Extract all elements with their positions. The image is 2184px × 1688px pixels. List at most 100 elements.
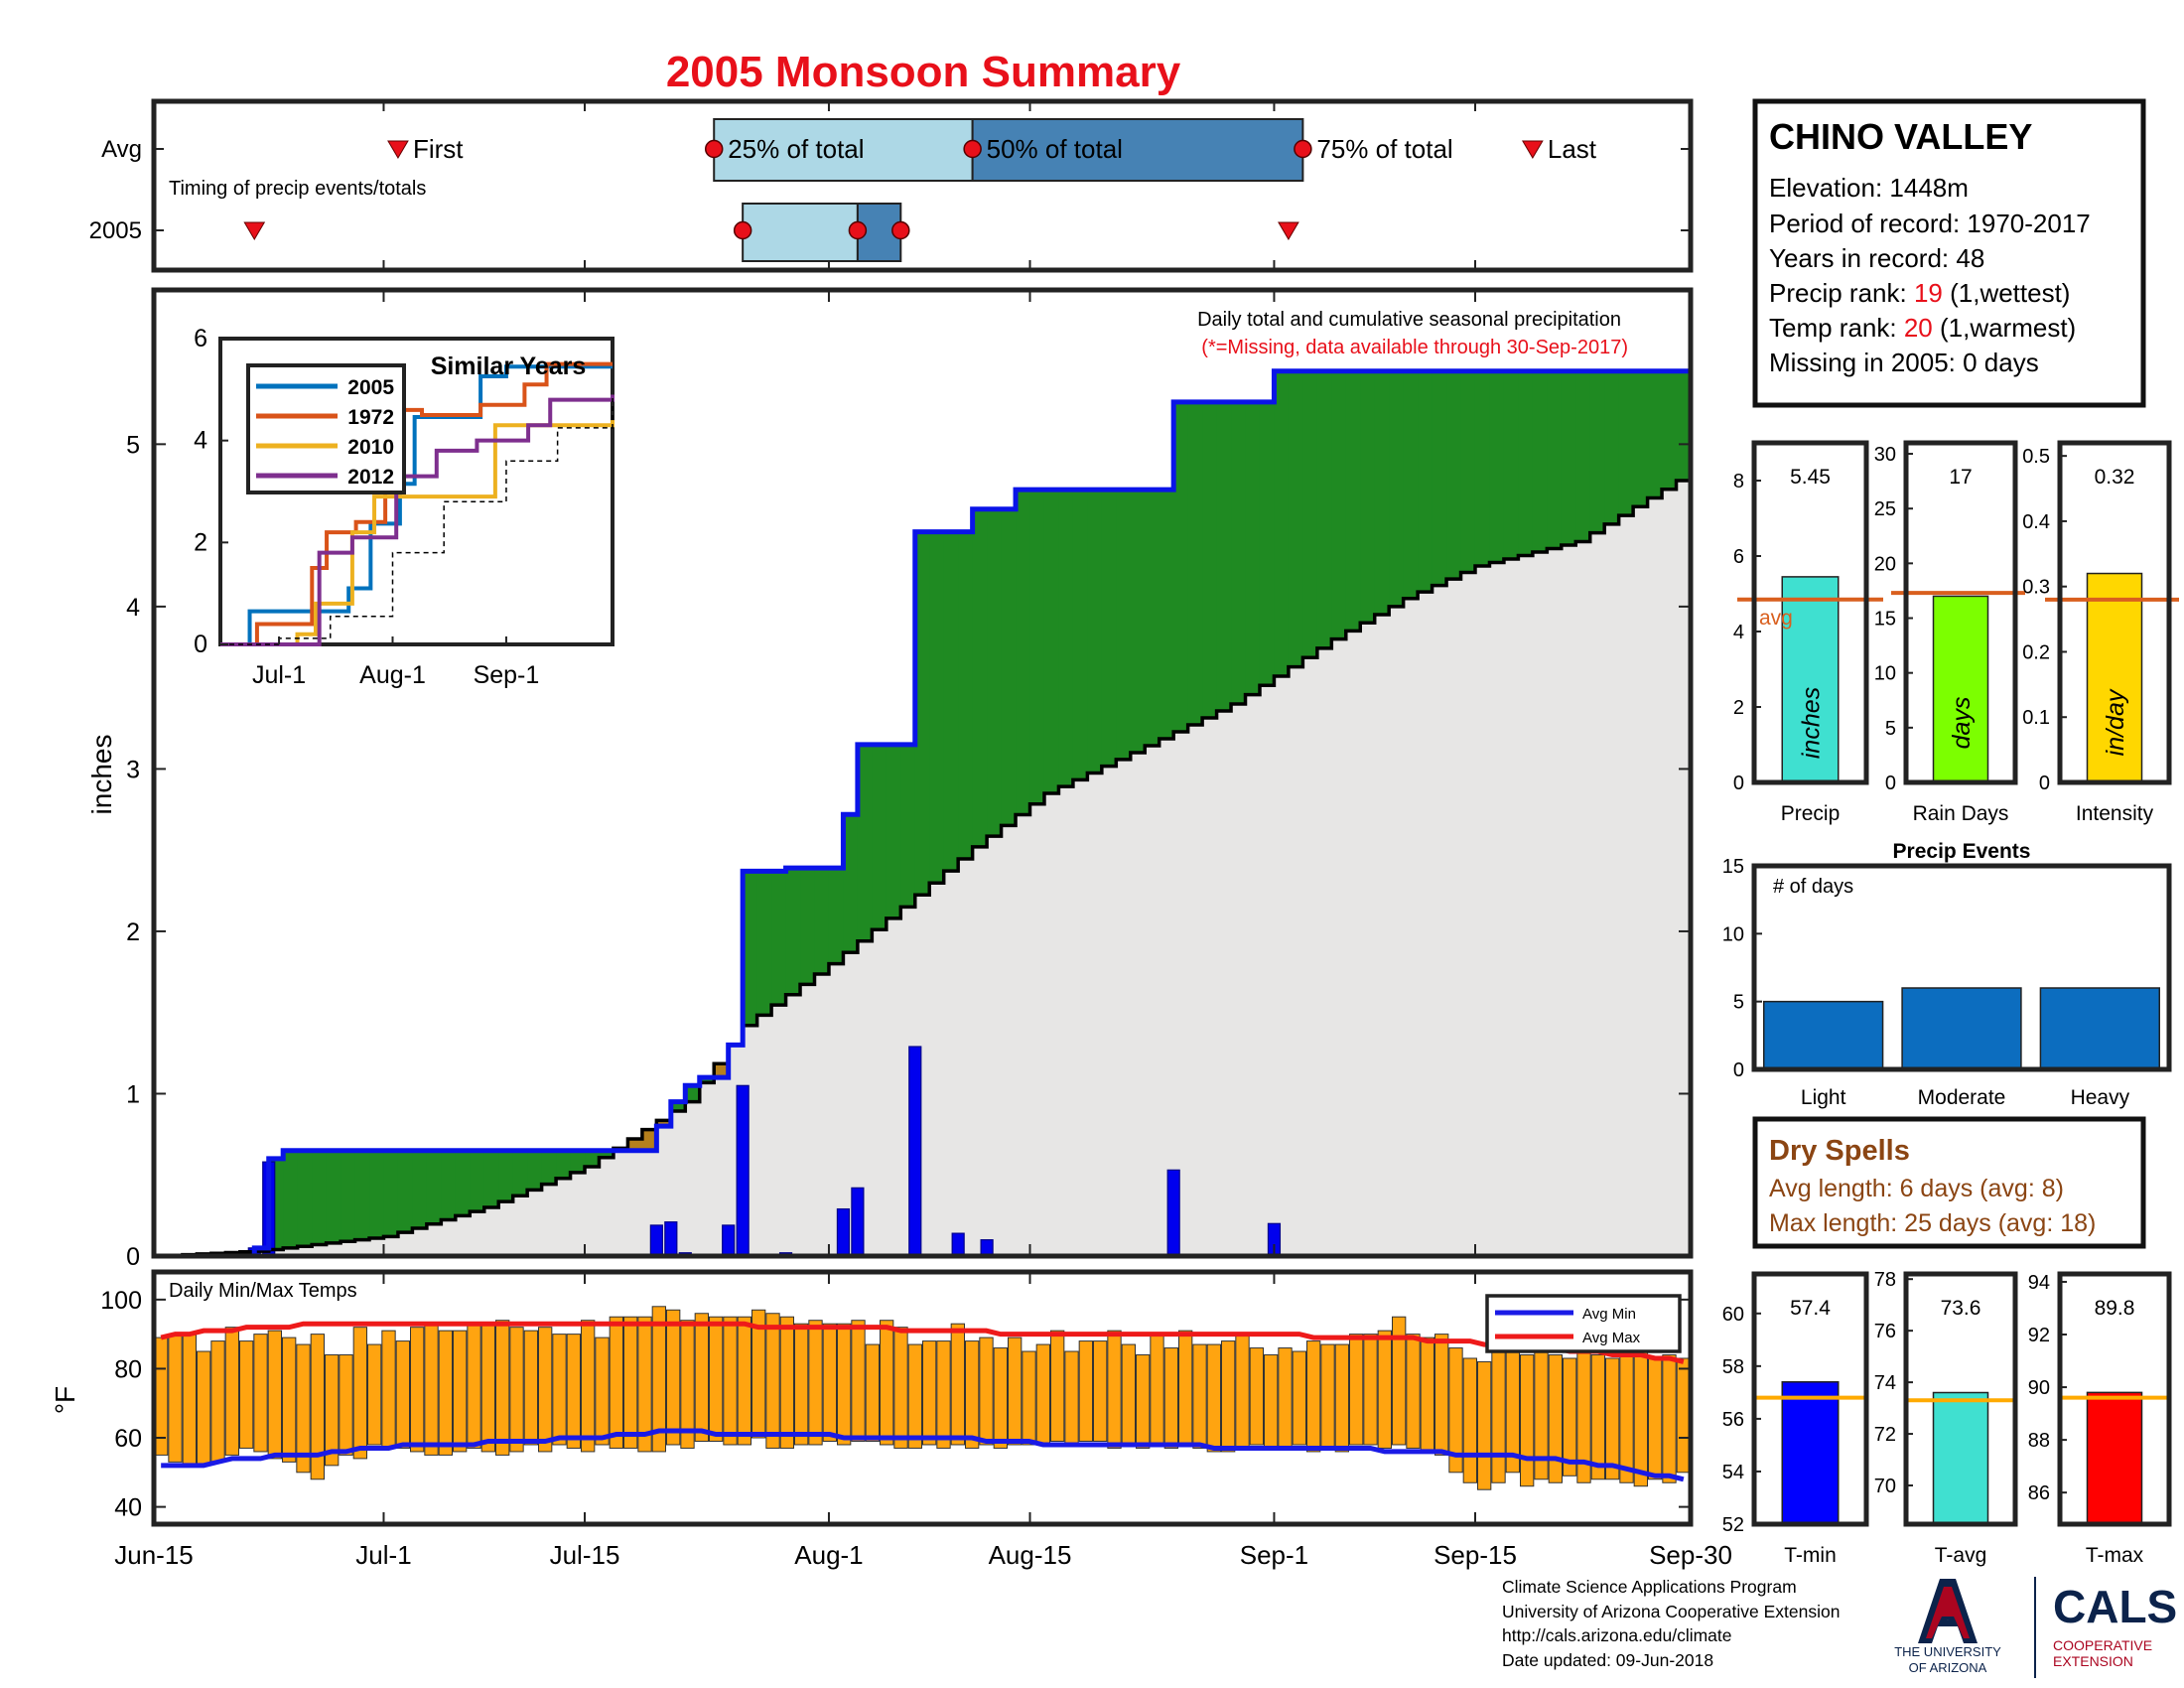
- main-precip-chart: 0 1 2 3 4 5 inches Daily total and cumulative s…: [86, 287, 1694, 1271]
- daily-temp-bar: [880, 1320, 894, 1446]
- station-period: Period of record: 1970-2017: [1769, 209, 2091, 238]
- daily-precip-bar: [851, 1187, 865, 1257]
- y2005-p25-marker: [733, 220, 752, 240]
- event-bar-heavy: [2039, 987, 2160, 1070]
- cumulative-difference-segment: [1043, 490, 1060, 793]
- daily-temp-bar: [424, 1323, 439, 1456]
- cumulative-difference-segment: [1159, 490, 1174, 740]
- daily-temp-bar: [1035, 1343, 1050, 1446]
- footer-program: Climate Science Applications Program: [1502, 1577, 1797, 1597]
- rain_days-ytick-label: 5: [1885, 718, 1896, 740]
- cumulative-difference-segment: [1503, 370, 1519, 559]
- cumulative-difference-segment: [1518, 370, 1534, 556]
- daily-temp-bar: [907, 1343, 923, 1449]
- daily-temp-bar: [352, 1327, 367, 1460]
- cumulative-difference-segment: [341, 1150, 356, 1242]
- footer-credits: Climate Science Applications Program Uni…: [1502, 1575, 1840, 1672]
- cumulative-difference-segment: [426, 1150, 442, 1224]
- cumulative-difference-segment: [283, 1150, 299, 1248]
- inset-ytick-label: 6: [194, 325, 207, 352]
- avg-first-label: First: [413, 134, 464, 164]
- cumulative-difference-segment: [1374, 370, 1390, 616]
- tmin-ytick-label: 58: [1722, 1356, 1744, 1378]
- daily-temp-bar: [339, 1354, 353, 1456]
- cumulative-difference-segment: [814, 868, 830, 975]
- cumulative-difference-segment: [397, 1150, 414, 1233]
- station-precip-rank: Precip rank: 19 (1,wettest): [1769, 278, 2070, 308]
- cumulative-difference-segment: [1647, 370, 1663, 498]
- daily-temp-bar: [851, 1320, 866, 1442]
- intensity-value: 0.32: [2095, 466, 2135, 489]
- cumulative-difference-segment: [756, 871, 772, 1016]
- daily-temp-bar: [581, 1320, 596, 1453]
- cumulative-difference-segment: [785, 868, 801, 995]
- temps-ytick-label: 60: [114, 1425, 142, 1453]
- legend-label-2005: 2005: [347, 376, 394, 399]
- date-axis-label: Aug-1: [794, 1540, 863, 1570]
- daily-temp-bar: [1278, 1347, 1293, 1449]
- daily-temp-bar: [694, 1313, 710, 1442]
- temp-rank-note: (1,warmest): [1933, 313, 2076, 343]
- cumulative-difference-segment: [1029, 490, 1045, 804]
- daily-temp-bar: [1662, 1354, 1677, 1483]
- intensity-ytick-label: 0: [2039, 773, 2050, 794]
- main-ytick-label: 4: [126, 594, 140, 622]
- event-category-light: Light: [1801, 1086, 1846, 1109]
- tavg-ytick-label: 76: [1874, 1321, 1896, 1342]
- cumulative-difference-segment: [656, 1120, 672, 1127]
- cumulative-difference-segment: [1662, 370, 1678, 490]
- daily-temp-bar: [1477, 1360, 1492, 1490]
- ua-logo-inner: [1926, 1587, 1970, 1638]
- date-axis-label: Jul-15: [550, 1540, 620, 1570]
- daily-temp-bar: [1462, 1357, 1477, 1483]
- tmax-frame: [2057, 1271, 2172, 1527]
- y2005-box-25-50: [742, 203, 859, 262]
- daily-temp-bar: [765, 1313, 780, 1449]
- daily-precip-bar: [664, 1221, 678, 1257]
- cumulative-difference-segment: [685, 1085, 701, 1102]
- tmax-bar: [2086, 1391, 2143, 1525]
- main-ytick-label: 1: [126, 1080, 140, 1108]
- events-ytick-label: 10: [1722, 923, 1744, 945]
- cumulative-difference-segment: [1532, 370, 1548, 552]
- tmin-ytick-label: 54: [1722, 1462, 1744, 1483]
- station-frame: [1752, 98, 2146, 408]
- avg-last-label: Last: [1548, 134, 1597, 164]
- cumulative-difference-segment: [354, 1150, 370, 1240]
- rain_days-bar-text: days: [1948, 697, 1976, 750]
- rain_days-ytick-label: 15: [1874, 609, 1896, 631]
- daily-temp-bar: [1121, 1343, 1136, 1446]
- inset-line-2012: [220, 394, 614, 646]
- chart-title: 2005 Monsoon Summary: [665, 48, 1181, 96]
- tavg-ytick-label: 78: [1874, 1269, 1896, 1291]
- daily-temp-bar: [1334, 1343, 1349, 1453]
- avg-max-line: [160, 1321, 1685, 1364]
- cumulative-difference-segment: [541, 1150, 557, 1185]
- intensity-ytick-label: 0.4: [2022, 511, 2050, 533]
- cumulative-difference-segment: [1216, 401, 1232, 712]
- intensity-ytick-label: 0.3: [2022, 577, 2050, 599]
- temps-ytick-label: 100: [100, 1287, 142, 1315]
- daily-temp-bar: [1078, 1340, 1093, 1442]
- intensity-bar: [2086, 572, 2143, 783]
- intensity-bar-text: in/day: [2102, 688, 2129, 756]
- daily-temp-bar: [950, 1323, 966, 1446]
- cals-line2: EXTENSION: [2053, 1653, 2133, 1669]
- events-frame: [1751, 863, 2172, 1072]
- cumulative-difference-segment: [1130, 490, 1146, 754]
- daily-temp-bar: [210, 1340, 225, 1463]
- daily-temp-bar: [837, 1323, 852, 1446]
- avg-last-marker: [1521, 140, 1544, 159]
- daily-temp-bar: [395, 1340, 410, 1449]
- dry-spells-frame: [1752, 1116, 2146, 1249]
- daily-temp-bar: [1491, 1350, 1506, 1483]
- daily-temp-bar: [310, 1334, 325, 1480]
- station-elevation: Elevation: 1448m: [1769, 173, 1969, 203]
- intensity-frame: [2057, 440, 2172, 785]
- event-category-moderate: Moderate: [1918, 1086, 2006, 1109]
- station-name: CHINO VALLEY: [1769, 116, 2032, 157]
- cumulative-difference-segment: [1231, 401, 1247, 704]
- event-category-heavy: Heavy: [2071, 1086, 2130, 1109]
- event-bar-light: [1763, 1000, 1884, 1070]
